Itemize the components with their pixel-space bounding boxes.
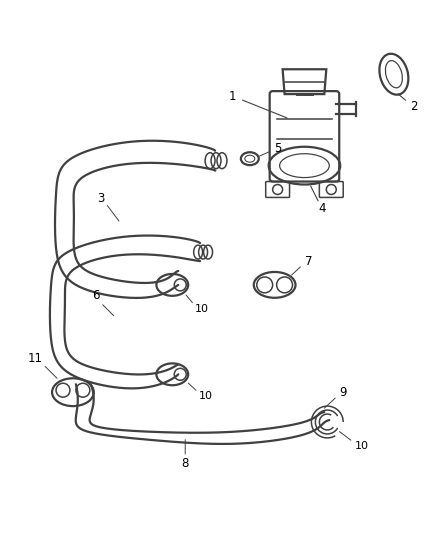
Text: 2: 2 [410, 100, 417, 112]
Text: 11: 11 [28, 352, 42, 365]
Text: 10: 10 [195, 304, 209, 314]
Text: 10: 10 [355, 441, 369, 451]
Text: 4: 4 [318, 202, 326, 215]
Text: 5: 5 [274, 142, 281, 155]
Text: 1: 1 [229, 90, 237, 102]
Text: 9: 9 [339, 386, 347, 399]
Text: 3: 3 [97, 192, 104, 205]
Text: 6: 6 [92, 289, 99, 302]
Text: 8: 8 [181, 457, 189, 470]
Text: 10: 10 [199, 391, 213, 401]
Text: 7: 7 [305, 255, 312, 268]
